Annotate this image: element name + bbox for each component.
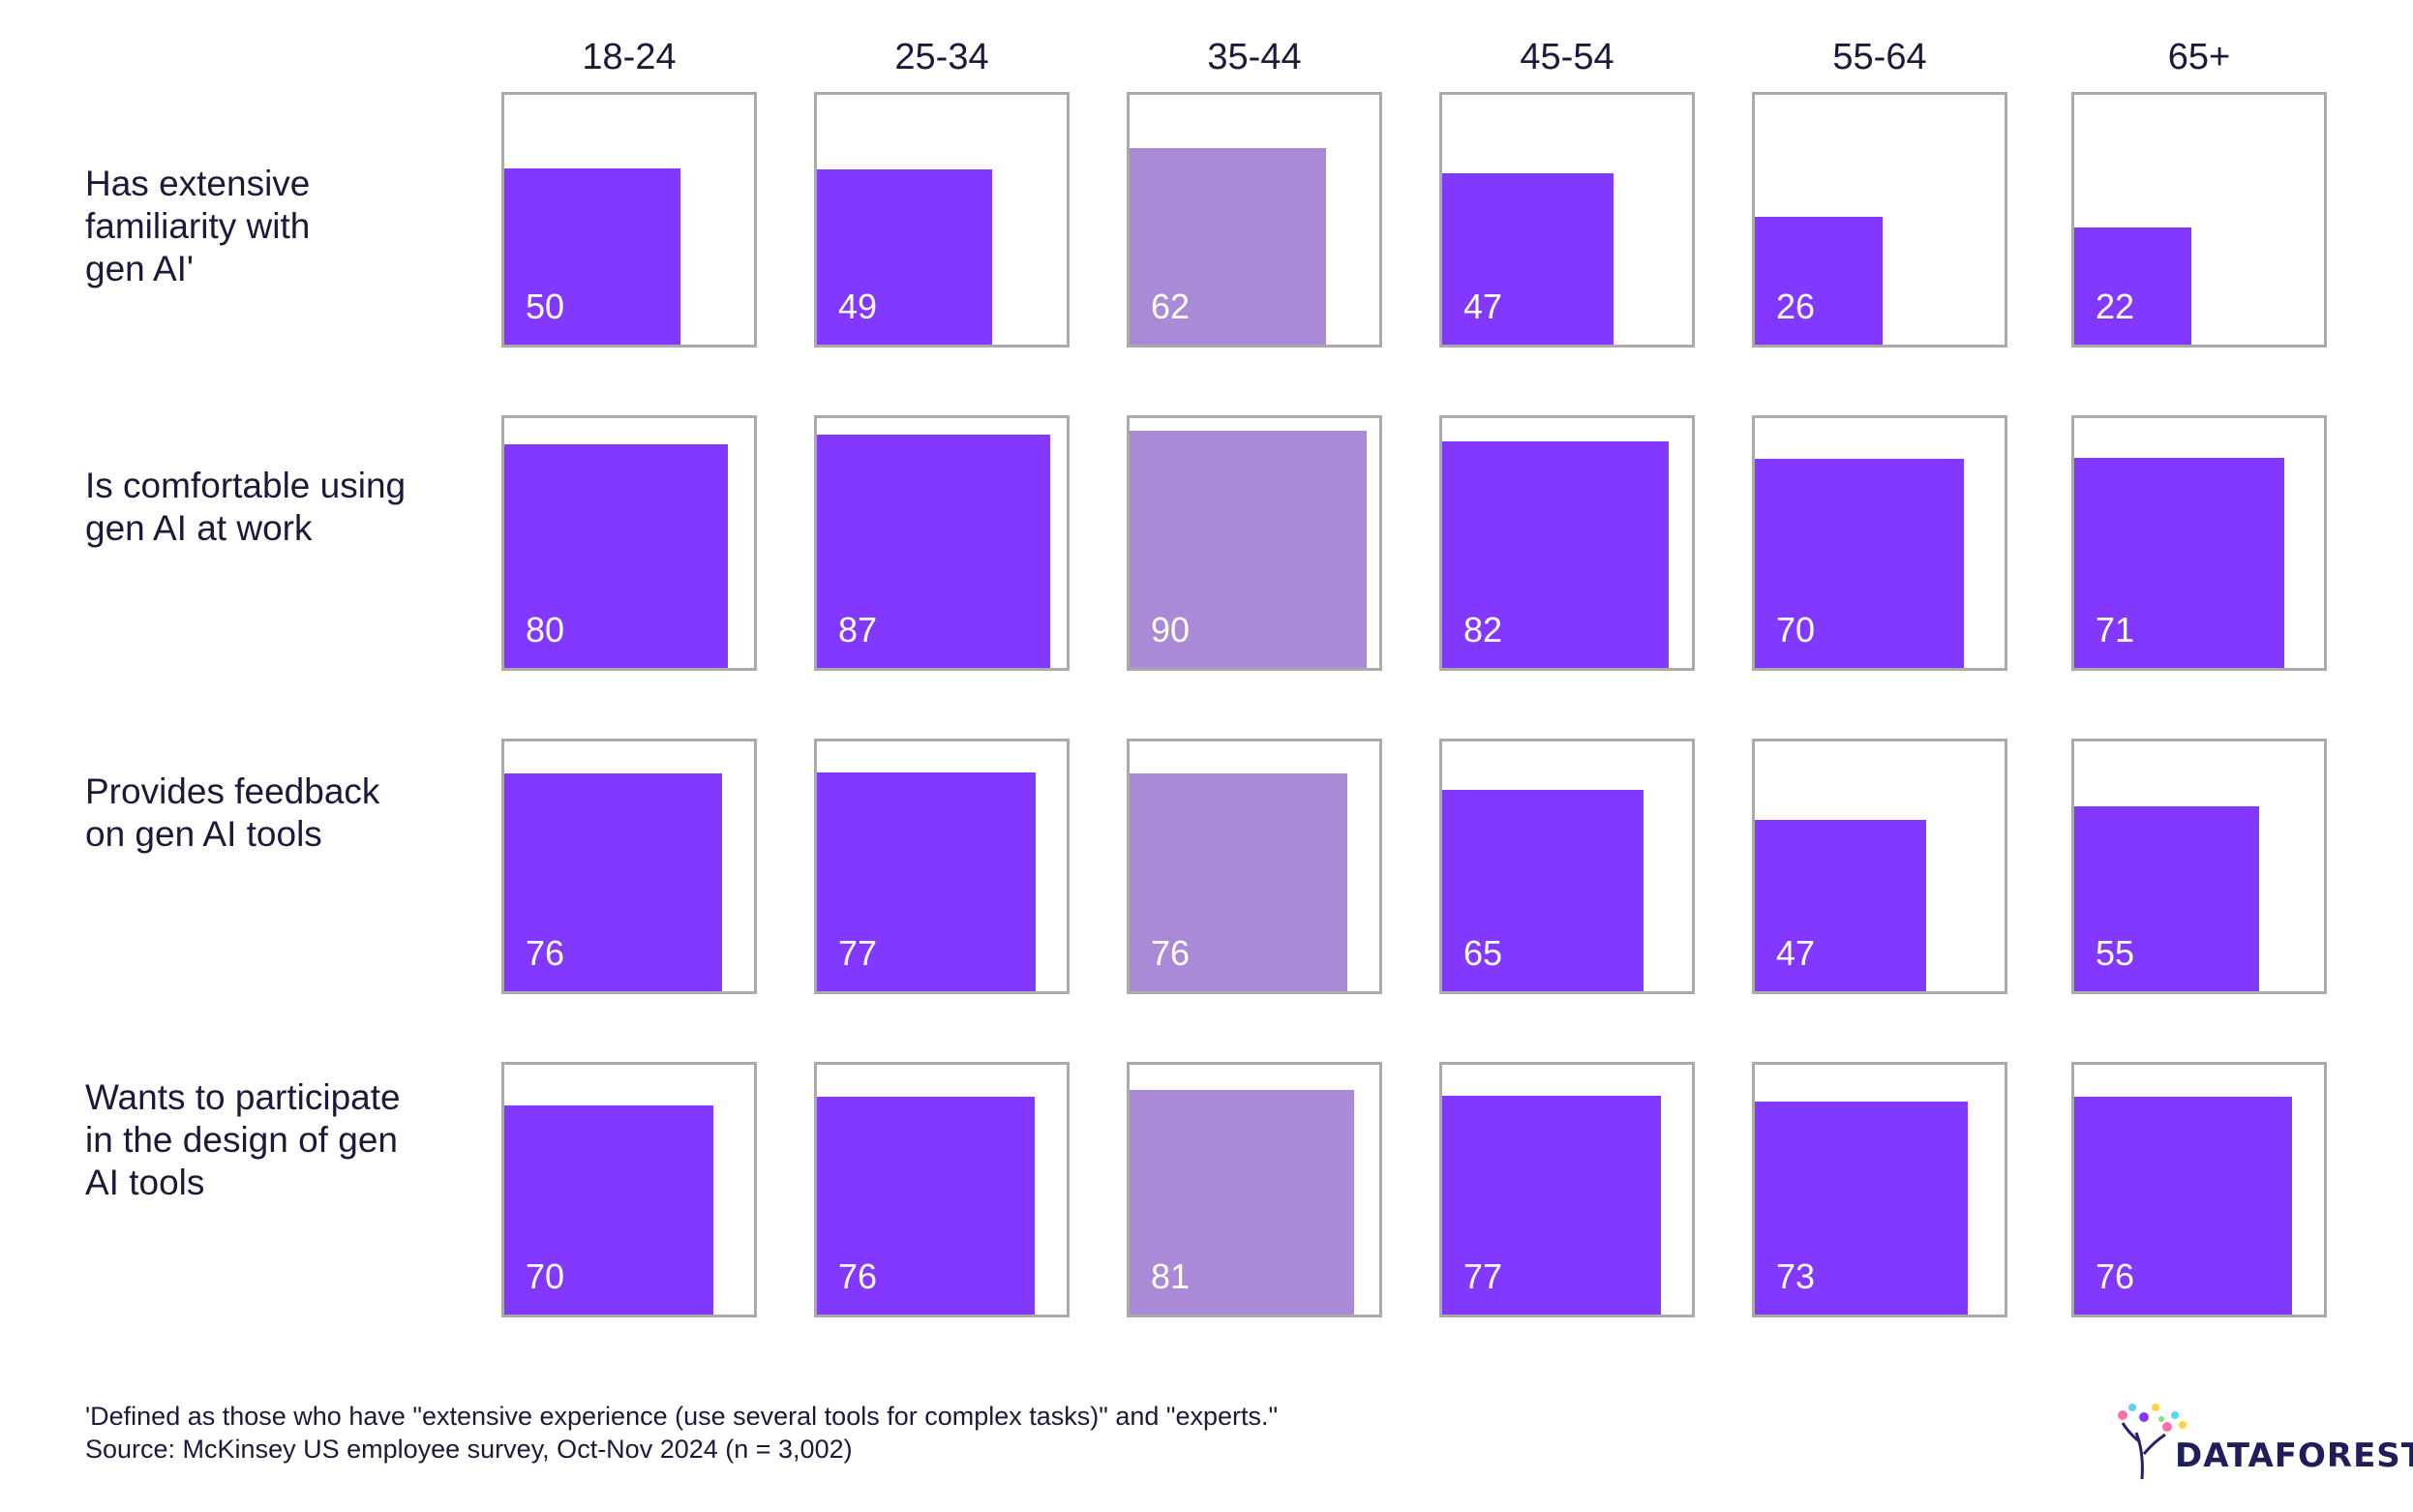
chart-cell: 71 [2071, 415, 2327, 671]
data-label: 76 [838, 1256, 878, 1296]
bar-25-34: 49 [817, 169, 992, 345]
row-label: Is comfortable using gen AI at work [85, 466, 407, 548]
chart-cell: 73 [1752, 1062, 2007, 1317]
bar-25-34: 76 [817, 1097, 1035, 1315]
bar-55-64: 70 [1755, 459, 1964, 668]
chart-cell: 80 [501, 415, 757, 671]
bar-35-44: 90 [1130, 431, 1367, 668]
data-label: 65 [1463, 933, 1503, 973]
bar-18-24: 76 [504, 773, 722, 991]
bar-45-54: 77 [1442, 1095, 1662, 1315]
column-header-45-54: 45-54 [1520, 37, 1614, 77]
bar-45-54: 47 [1442, 173, 1614, 345]
chart-cell: 90 [1127, 415, 1382, 671]
data-label: 70 [526, 1256, 565, 1296]
bar-65+: 22 [2074, 227, 2191, 345]
chart-cell: 76 [1127, 739, 1382, 994]
logo-text: DATAFOREST [2175, 1436, 2413, 1475]
column-header-25-34: 25-34 [894, 37, 989, 77]
column-header-18-24: 18-24 [582, 37, 677, 77]
bar-18-24: 70 [504, 1105, 713, 1315]
chart-cell: 50 [501, 92, 757, 348]
bar-65+: 76 [2074, 1097, 2292, 1315]
bar-18-24: 50 [504, 167, 681, 345]
chart-cell: 62 [1127, 92, 1382, 348]
data-label: 55 [2096, 933, 2135, 973]
data-label: 49 [838, 287, 878, 326]
data-label: 76 [526, 933, 565, 973]
chart-cell: 76 [2071, 1062, 2327, 1317]
data-label: 77 [1463, 1256, 1503, 1296]
tree-icon [2118, 1404, 2187, 1480]
data-label: 77 [838, 933, 878, 973]
chart-cell: 49 [814, 92, 1070, 348]
data-label: 22 [2096, 287, 2135, 326]
bar-65+: 55 [2074, 805, 2260, 991]
data-label: 71 [2096, 610, 2135, 650]
data-label: 73 [1776, 1256, 1816, 1296]
bar-45-54: 65 [1442, 790, 1644, 991]
data-label: 76 [1151, 933, 1191, 973]
chart-cell: 77 [1439, 1062, 1695, 1317]
chart-cell: 55 [2071, 739, 2327, 994]
bar-18-24: 80 [504, 444, 728, 668]
chart-cell: 76 [814, 1062, 1070, 1317]
column-header-65+: 65+ [2167, 37, 2231, 77]
data-label: 87 [838, 610, 878, 650]
chart-cell: 82 [1439, 415, 1695, 671]
data-label: 70 [1776, 610, 1816, 650]
chart-cell: 77 [814, 739, 1070, 994]
data-label: 81 [1151, 1256, 1191, 1296]
bar-25-34: 77 [817, 771, 1037, 991]
chart-cell: 47 [1439, 92, 1695, 348]
bar-55-64: 26 [1755, 217, 1883, 345]
row-label: Has extensive familiarity with gen AI' [85, 164, 311, 288]
chart-cell: 70 [501, 1062, 757, 1317]
column-header-55-64: 55-64 [1832, 37, 1927, 77]
data-label: 82 [1463, 610, 1503, 650]
column-header-35-44: 35-44 [1207, 37, 1302, 77]
data-label: 47 [1463, 287, 1503, 326]
data-label: 47 [1776, 933, 1816, 973]
chart-cell: 47 [1752, 739, 2007, 994]
chart-cell: 22 [2071, 92, 2327, 348]
chart-cell: 76 [501, 739, 757, 994]
bar-45-54: 82 [1442, 441, 1669, 668]
row-label: Wants to participate in the design of gen… [85, 1077, 401, 1202]
bar-65+: 71 [2074, 457, 2285, 668]
bar-35-44: 62 [1130, 147, 1327, 345]
chart-cell: 87 [814, 415, 1070, 671]
chart-cell: 70 [1752, 415, 2007, 671]
data-label: 62 [1151, 287, 1191, 326]
chart-cell: 26 [1752, 92, 2007, 348]
dataforest-logo: DATAFOREST [2115, 1394, 2413, 1481]
bar-35-44: 81 [1130, 1089, 1355, 1315]
data-label: 50 [526, 287, 565, 326]
chart-cell: 65 [1439, 739, 1695, 994]
data-label: 26 [1776, 287, 1816, 326]
bar-25-34: 87 [817, 435, 1050, 668]
footnote-definition: 'Defined as those who have "extensive ex… [85, 1402, 1279, 1431]
bar-35-44: 76 [1130, 773, 1347, 991]
bar-55-64: 47 [1755, 820, 1926, 991]
row-label: Provides feedback on gen AI tools [85, 771, 380, 854]
chart-cell: 81 [1127, 1062, 1382, 1317]
data-label: 76 [2096, 1256, 2135, 1296]
data-label: 90 [1151, 610, 1191, 650]
bar-55-64: 73 [1755, 1101, 1969, 1315]
data-label: 80 [526, 610, 565, 650]
footnote-source: Source: McKinsey US employee survey, Oct… [85, 1435, 853, 1464]
